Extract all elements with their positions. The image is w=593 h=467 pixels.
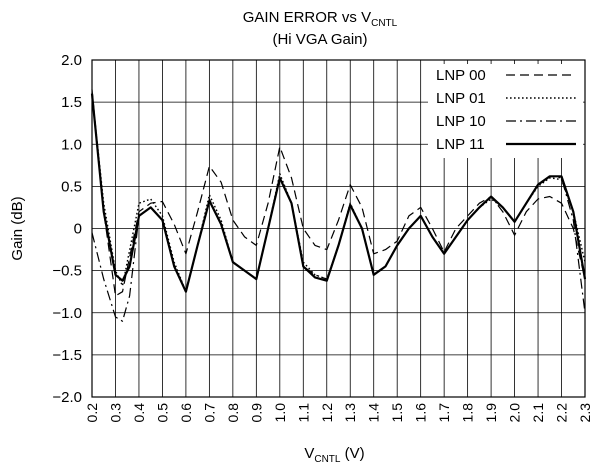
x-axis-label-main: V <box>304 445 314 462</box>
x-tick-label: 1.8 <box>460 403 476 423</box>
x-tick-label: 1.9 <box>483 403 499 423</box>
x-tick-label: 0.2 <box>84 403 100 423</box>
y-tick-label: 1.0 <box>61 136 82 153</box>
y-tick-label: 0 <box>74 221 82 238</box>
chart-title: GAIN ERROR vs VCNTL (Hi VGA Gain) <box>243 9 398 48</box>
x-tick-label: 0.8 <box>225 403 241 423</box>
x-axis-label-subscript: CNTL <box>314 454 341 465</box>
series-line-lnp-00 <box>91 89 586 297</box>
y-tick-label: 1.5 <box>61 94 82 111</box>
x-tick-label: 0.3 <box>107 403 123 423</box>
title-subscript: CNTL <box>371 18 398 29</box>
y-tick-label: −0.5 <box>52 263 82 280</box>
legend-label: LNP 00 <box>436 67 486 84</box>
x-axis-label: VCNTL (V) <box>304 445 364 465</box>
x-tick-label: 1.3 <box>342 403 358 423</box>
legend-label: LNP 11 <box>436 136 485 153</box>
x-tick-label: 2.2 <box>554 403 570 423</box>
legend-background <box>428 64 583 158</box>
title-main: GAIN ERROR vs V <box>243 9 371 26</box>
y-tick-label: −1.5 <box>52 347 82 364</box>
plot-area-border <box>91 59 586 398</box>
y-tick-label: 2.0 <box>61 52 82 69</box>
x-tick-label: 1.6 <box>413 403 429 423</box>
x-tick-label: 0.9 <box>248 403 264 423</box>
x-tick-label: 0.6 <box>178 403 194 423</box>
x-tick-label: 0.5 <box>154 403 170 423</box>
x-tick-label: 1.1 <box>295 403 311 423</box>
x-tick-label: 1.7 <box>436 403 452 423</box>
y-tick-label: 0.5 <box>61 178 82 195</box>
y-tick-label: −2.0 <box>52 389 82 406</box>
x-tick-label: 2.1 <box>530 403 546 423</box>
x-tick-label: 1.5 <box>389 403 405 423</box>
series-lines <box>90 89 587 322</box>
y-axis-label: Gain (dB) <box>9 196 26 260</box>
legend: LNP 00 LNP 01 LNP 10 LNP 11 <box>428 64 583 158</box>
legend-label: LNP 10 <box>436 113 486 130</box>
x-tick-label: 0.7 <box>201 403 217 423</box>
title-line2: (Hi VGA Gain) <box>272 31 367 48</box>
x-tick-label: 1.4 <box>366 403 382 423</box>
x-axis-label-suffix: (V) <box>340 445 364 462</box>
y-tick-labels: 2.0 1.5 1.0 0.5 0 −0.5 −1.0 −1.5 −2.0 <box>52 52 82 406</box>
x-tick-labels: 0.2 0.3 0.4 0.5 0.6 0.7 0.8 0.9 1.0 1.1 1.2 1.3 1.4 1… <box>84 403 593 423</box>
svg-text:GAIN ERROR vs VCNTL: GAIN ERROR vs VCNTL <box>243 9 398 29</box>
x-tick-label: 2.0 <box>507 403 523 423</box>
y-tick-label: −1.0 <box>52 305 82 322</box>
x-tick-label: 1.2 <box>319 403 335 423</box>
x-tick-label: 2.3 <box>577 403 593 423</box>
legend-label: LNP 01 <box>436 90 486 107</box>
series-line-lnp-11 <box>90 93 587 293</box>
x-tick-label: 1.0 <box>272 403 288 423</box>
x-tick-label: 0.4 <box>131 403 147 423</box>
